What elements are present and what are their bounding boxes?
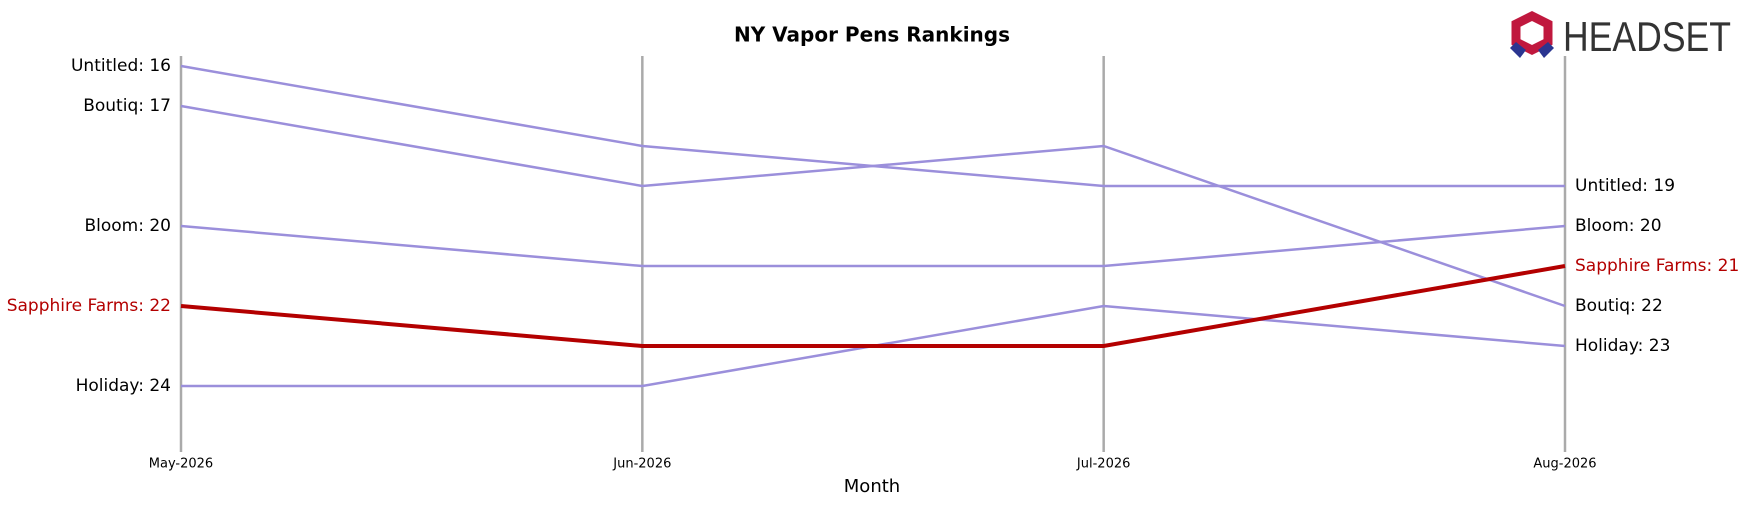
value-label: Holiday: 23 <box>1575 336 1670 356</box>
x-tick-label: Aug-2026 <box>1533 457 1596 472</box>
series-line <box>180 104 1566 308</box>
chart-title: NY Vapor Pens Rankings <box>734 23 1010 47</box>
value-label: Untitled: 19 <box>1575 176 1675 196</box>
logo-icon <box>1510 42 1526 58</box>
value-label: Untitled: 16 <box>71 56 171 76</box>
logo-icon <box>1511 10 1553 56</box>
value-label: Boutiq: 17 <box>83 96 171 116</box>
x-tick-label: May-2026 <box>149 457 213 472</box>
x-axis-label: Month <box>844 476 900 497</box>
x-tick-label: Jul-2026 <box>1076 457 1130 472</box>
logo-text: HEADSET <box>1563 13 1731 60</box>
value-label: Bloom: 20 <box>84 216 171 236</box>
value-label: Sapphire Farms: 22 <box>7 296 171 316</box>
value-label: Bloom: 20 <box>1575 216 1662 236</box>
x-tick-label: Jun-2026 <box>612 457 671 472</box>
value-label: Holiday: 24 <box>76 376 171 396</box>
series-line <box>180 224 1566 268</box>
logo-icon <box>1538 42 1554 58</box>
value-label: Boutiq: 22 <box>1575 296 1663 316</box>
value-label: Sapphire Farms: 21 <box>1575 256 1739 276</box>
series-line <box>180 64 1565 188</box>
logo: HEADSET <box>1510 10 1731 60</box>
series-line <box>180 264 1566 348</box>
